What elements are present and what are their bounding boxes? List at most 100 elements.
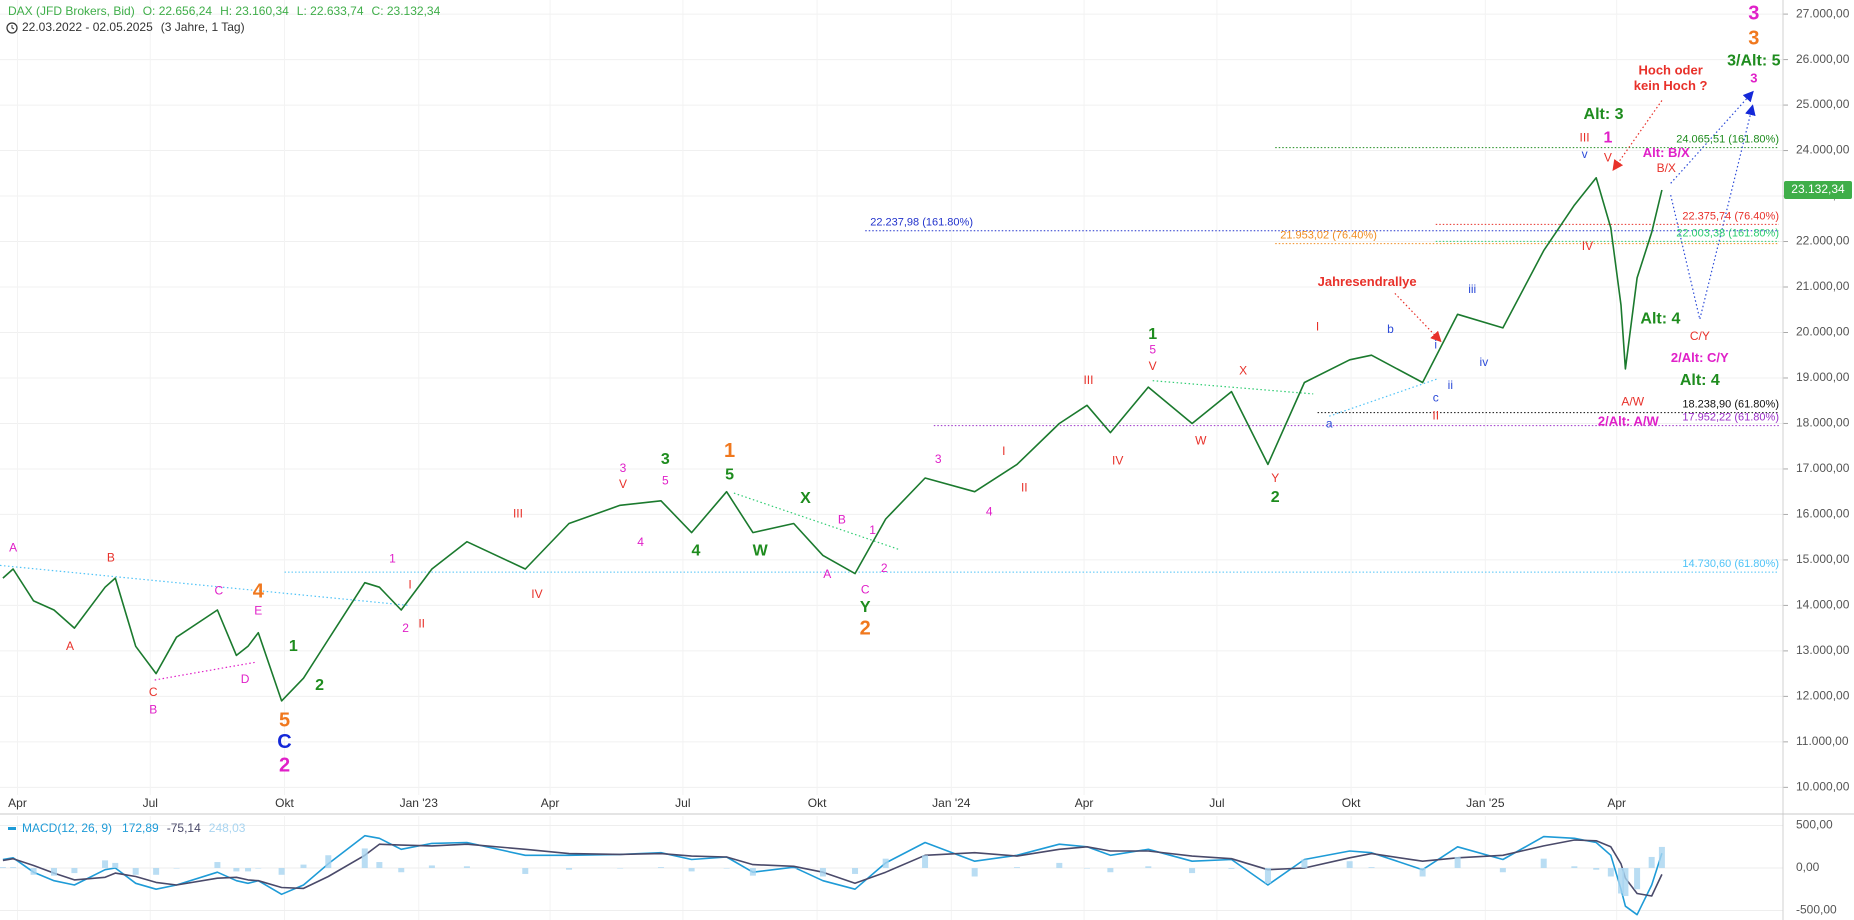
wave-label: 1 <box>1148 326 1157 343</box>
macd-readout: 248,03 <box>209 821 246 835</box>
histogram-bar <box>723 868 730 869</box>
wave-label: II <box>1021 481 1028 495</box>
quote: C: 23.132,34 <box>372 4 441 18</box>
x-tick-label: Apr <box>1075 796 1094 810</box>
wave-label: II <box>1432 408 1439 422</box>
wave-label: A <box>823 567 831 581</box>
y-tick-label: 12.000,00 <box>1796 689 1850 703</box>
trendline <box>154 661 256 681</box>
wave-label: C <box>215 583 224 597</box>
histogram-bar <box>50 868 57 876</box>
y-tick-label: 26.000,00 <box>1796 52 1850 66</box>
trendline <box>1329 377 1439 417</box>
x-tick-label: Jan '25 <box>1466 796 1505 810</box>
histogram-bar <box>300 864 307 868</box>
histogram-bar <box>325 855 332 868</box>
macd-title: MACD(12, 26, 9) <box>22 821 112 835</box>
x-tick-label: Jul <box>1209 796 1224 810</box>
wave-label: C <box>861 583 870 597</box>
histogram-bar <box>1499 868 1506 873</box>
fib-level-label: 18.238,90 (61.80%) <box>1682 399 1779 411</box>
histogram-bar <box>1540 858 1547 868</box>
y-tick-label: 19.000,00 <box>1796 370 1850 384</box>
y-tick-label: 24.000,00 <box>1796 143 1850 157</box>
wave-label: III <box>513 507 523 521</box>
wave-label: 4 <box>692 542 701 559</box>
x-tick-label: Okt <box>808 796 827 810</box>
clock-icon <box>6 22 18 34</box>
y-tick-label: 17.000,00 <box>1796 461 1850 475</box>
y-tick-label: 0,00 <box>1796 860 1820 874</box>
x-tick-label: Apr <box>541 796 560 810</box>
wave-label: 2 <box>1271 489 1280 506</box>
wave-label: 3/Alt: 5 <box>1727 53 1780 70</box>
y-tick-label: 10.000,00 <box>1796 780 1850 794</box>
wave-label: IV <box>531 587 542 601</box>
wave-label: C/Y <box>1690 329 1710 343</box>
histogram-bar <box>10 867 17 868</box>
wave-label: kein Hoch ? <box>1634 78 1708 93</box>
quote: H: 23.160,34 <box>220 4 289 18</box>
wave-label: III <box>1083 373 1093 387</box>
fib-level-label: 17.952,22 (61.80%) <box>1682 412 1779 424</box>
y-tick-label: 500,00 <box>1796 818 1833 832</box>
fib-level-label: 14.730,60 (61.80%) <box>1682 558 1779 570</box>
y-tick-label: 22.000,00 <box>1796 234 1850 248</box>
wave-label: Y <box>1271 471 1279 485</box>
histogram-bar <box>71 868 78 874</box>
wave-label: 1 <box>1603 129 1612 146</box>
y-tick-label: 13.000,00 <box>1796 643 1850 657</box>
histogram-bar <box>1189 868 1196 874</box>
histogram-bar <box>1056 862 1063 868</box>
histogram-bar <box>376 862 383 868</box>
wave-label: W <box>753 542 769 559</box>
histogram-bar <box>852 868 859 874</box>
wave-label: IV <box>1582 239 1593 253</box>
wave-label: Alt: 4 <box>1640 311 1680 328</box>
quote: L: 22.633,74 <box>297 4 364 18</box>
wave-label: 4 <box>253 580 265 602</box>
histogram-bar <box>1648 856 1655 868</box>
histogram-bar <box>522 868 529 874</box>
wave-label: I <box>408 578 411 592</box>
trendline <box>1670 90 1754 184</box>
wave-label: C <box>149 685 158 699</box>
x-tick-label: Okt <box>1342 796 1361 810</box>
histogram-bar <box>1419 868 1426 877</box>
fib-level-label: 22.375,74 (76.40%) <box>1682 210 1779 222</box>
y-tick-label: 11.000,00 <box>1796 734 1849 748</box>
wave-label: 2 <box>881 561 888 575</box>
histogram-bar <box>1107 868 1114 873</box>
wave-label: B/X <box>1657 161 1676 175</box>
wave-label: B <box>107 550 115 564</box>
histogram-bar <box>278 868 285 875</box>
histogram-bar <box>1013 867 1020 868</box>
y-tick-label: 14.000,00 <box>1796 598 1850 612</box>
wave-label: Y <box>860 599 871 616</box>
wave-label: 3 <box>661 451 670 468</box>
x-tick-label: Jul <box>675 796 690 810</box>
date-range: 22.03.2022 - 02.05.2025 <box>22 20 153 34</box>
histogram-bar <box>233 868 240 872</box>
wave-label: 1 <box>389 552 396 566</box>
header: DAX (JFD Brokers, Bid) O: 22.656,24 H: 2… <box>6 4 441 34</box>
macd-readout: -75,14 <box>167 821 201 835</box>
histogram-bar <box>1571 866 1578 868</box>
wave-label: 4 <box>986 504 993 518</box>
y-tick-label: 25.000,00 <box>1796 97 1850 111</box>
histogram-bar <box>153 868 160 875</box>
wave-label: 2 <box>315 677 324 694</box>
wave-label: 3 <box>1748 27 1759 49</box>
histogram-bar <box>1084 868 1091 869</box>
wave-label: A/W <box>1621 394 1644 408</box>
wave-label: A <box>9 541 17 555</box>
wave-label: Alt: 4 <box>1680 372 1720 389</box>
y-tick-label: -500,00 <box>1796 903 1837 917</box>
wave-label: B <box>149 703 157 717</box>
instrument: DAX (JFD Brokers, Bid) <box>8 4 135 18</box>
wave-label: i <box>1434 337 1437 351</box>
histogram-bar <box>255 868 262 869</box>
histogram-bar <box>688 868 695 872</box>
histogram-bar <box>1618 868 1625 894</box>
